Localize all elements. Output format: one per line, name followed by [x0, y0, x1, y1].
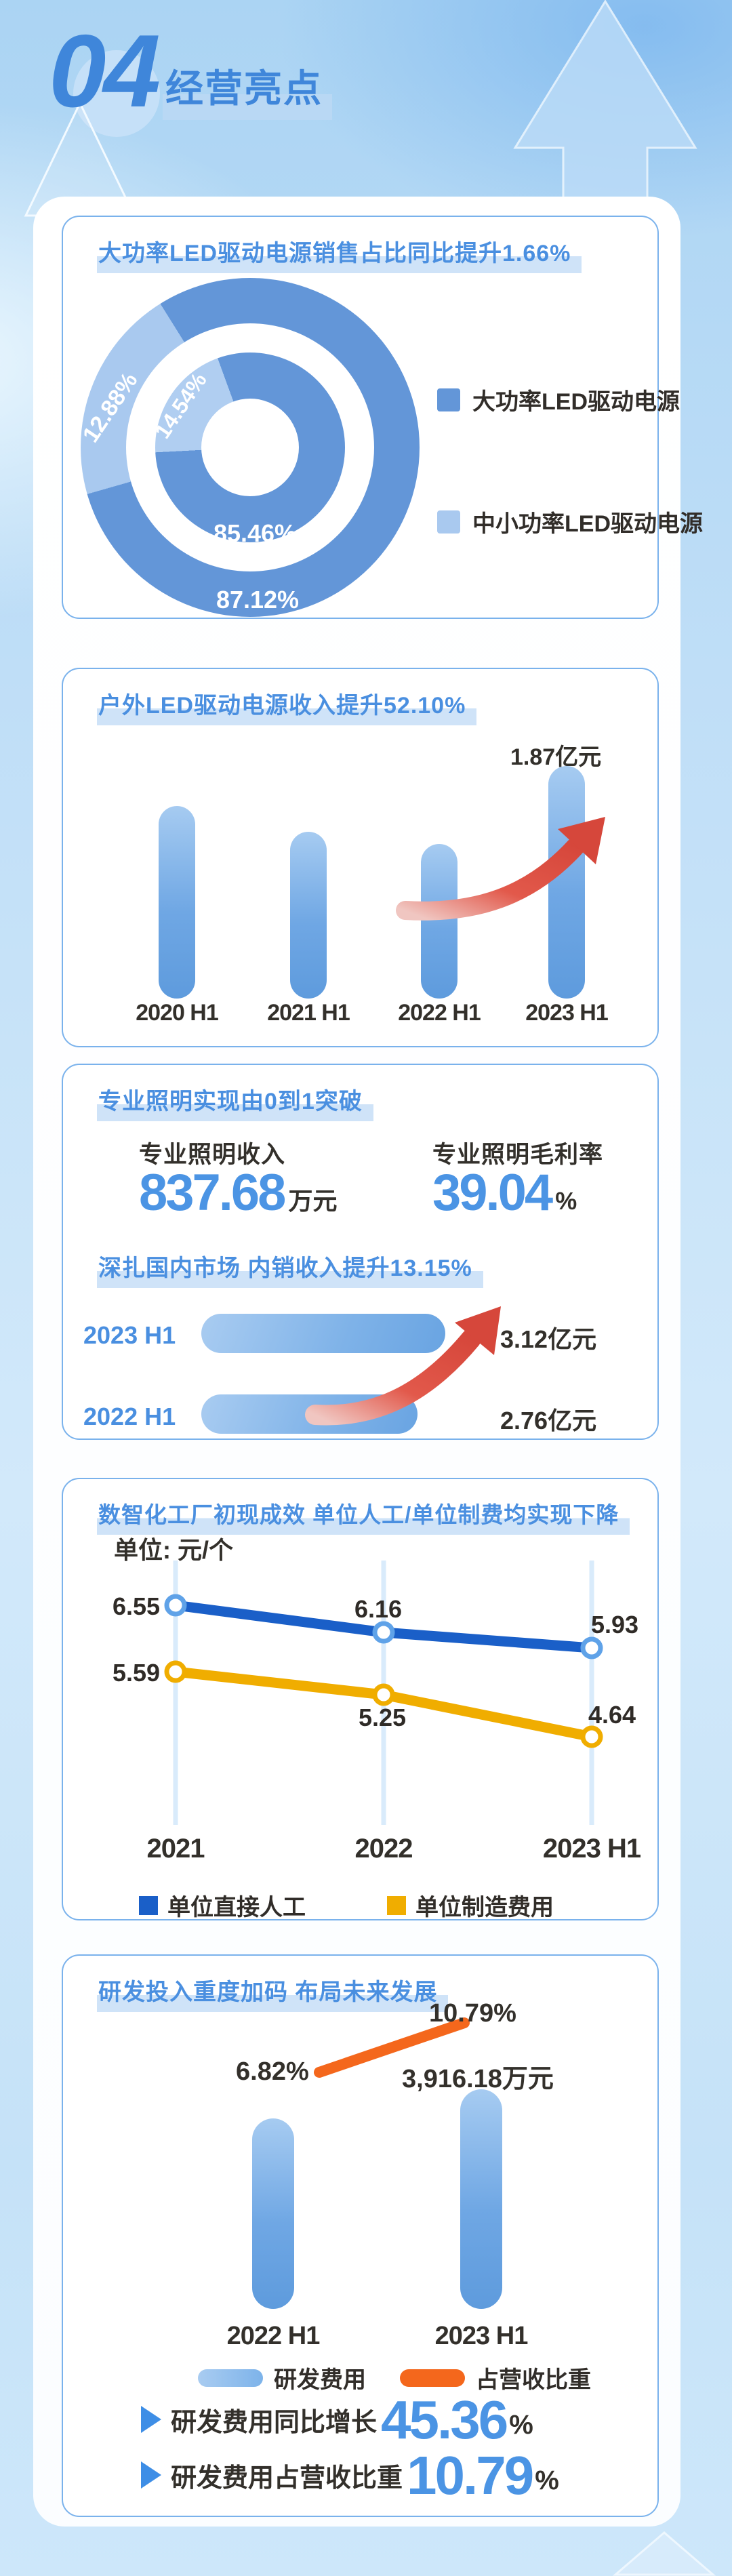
data-point	[164, 1594, 187, 1617]
bullet-value: 45.36	[381, 2390, 508, 2450]
legend-label: 研发费用	[274, 2367, 366, 2393]
axis-label-2023h1: 2023 H1	[525, 1000, 609, 1026]
bar-2023h1	[460, 2089, 502, 2309]
legend-swatch	[198, 2369, 263, 2387]
bullet-text: 研发费用同比增长	[171, 2409, 378, 2437]
series-line-1	[170, 1666, 597, 1742]
x-axis-label: 2023 H1	[543, 1834, 641, 1864]
bullet-rd-growth: 研发费用同比增长 45.36 %	[141, 2390, 533, 2450]
card-smart-factory: 数智化工厂初现成效 单位人工/单位制费均实现下降 单位: 元/个 6.55 6.1…	[62, 1478, 659, 1920]
axis-label-2021h1: 2021 H1	[267, 1000, 350, 1026]
bar-2021h1	[290, 832, 327, 999]
bullet-unit: %	[509, 2410, 533, 2440]
bullet-unit: %	[535, 2466, 559, 2495]
bar-value-label: 1.87亿元	[510, 744, 602, 770]
section-number: 04	[49, 14, 161, 129]
triangle-bullet-icon	[141, 2406, 161, 2433]
triangle-decoration	[612, 2531, 716, 2576]
card-professional-lighting: 专业照明实现由0到1突破 专业照明收入 837.68 万元 专业照明毛利率 39…	[62, 1064, 659, 1440]
stat-label: 专业照明收入	[139, 1142, 286, 1168]
stat-lighting-revenue: 专业照明收入 837.68 万元	[139, 1135, 338, 1222]
donut-chart: 12.88% 14.54% 85.46% 87.12%	[78, 278, 420, 617]
amount-2023-label: 3,916.18万元	[402, 2065, 554, 2093]
x-axis-label: 2021	[147, 1834, 205, 1864]
triangle-bullet-icon	[141, 2461, 161, 2489]
arrow-up-icon	[513, 0, 697, 224]
footer-decoration	[612, 2531, 716, 2576]
value-label: 6.55	[113, 1592, 160, 1620]
stat-label: 专业照明毛利率	[432, 1142, 604, 1168]
legend-direct-labor: 单位直接人工	[139, 1889, 306, 1922]
legend-label: 单位制造费用	[415, 1895, 554, 1920]
card-title: 户外LED驱动电源收入提升52.10%	[97, 687, 477, 725]
donut-label-inner-main: 85.46%	[213, 519, 297, 547]
stat-unit: 万元	[288, 1187, 338, 1215]
legend-item-mid-small-power: 中小功率LED驱动电源	[437, 505, 703, 538]
legend-swatch	[139, 1895, 158, 1915]
rd-ratio-line	[314, 2017, 470, 2078]
card-title: 数智化工厂初现成效 单位人工/单位制费均实现下降	[97, 1497, 630, 1535]
legend-label: 单位直接人工	[167, 1895, 306, 1920]
data-point	[580, 1636, 603, 1659]
legend-swatch	[437, 510, 460, 534]
legend-item-high-power: 大功率LED驱动电源	[437, 383, 680, 416]
card-title: 研发投入重度加码 布局未来发展	[97, 1973, 449, 2012]
bullet-text: 研发费用占营收比重	[171, 2464, 403, 2493]
stat-unit: %	[555, 1187, 577, 1215]
donut-hole	[201, 399, 299, 496]
hbar-2022h1	[201, 1394, 418, 1434]
axis-label-2022h1: 2022 H1	[398, 1000, 481, 1026]
bullet-rd-ratio: 研发费用占营收比重 10.79 %	[141, 2445, 559, 2505]
x-axis-label: 2022	[355, 1834, 413, 1864]
data-point	[372, 1621, 395, 1644]
row-value-2022h1: 2.76亿元	[500, 1407, 597, 1434]
series-line-0	[170, 1600, 597, 1653]
card-power-share: 大功率LED驱动电源销售占比同比提升1.66% 12.88% 14.54% 85…	[62, 216, 703, 619]
section-title: 经营亮点	[163, 58, 332, 120]
bar-2020h1	[159, 806, 195, 999]
data-point	[580, 1725, 603, 1748]
row-value-2023h1: 3.12亿元	[500, 1325, 597, 1353]
data-point	[372, 1683, 395, 1706]
bar-2022h1	[421, 844, 458, 999]
row-label-2023h1: 2023 H1	[83, 1321, 176, 1349]
card-title: 专业照明实现由0到1突破	[97, 1083, 373, 1121]
card-outdoor-revenue: 户外LED驱动电源收入提升52.10% 1.87亿元 2020 H1 2021 …	[62, 668, 659, 1047]
card-subtitle: 深扎国内市场 内销收入提升13.15%	[97, 1249, 483, 1288]
legend-swatch	[437, 388, 460, 411]
legend-swatch	[387, 1895, 406, 1915]
legend-label: 大功率LED驱动电源	[472, 389, 680, 415]
axis-label-2020h1: 2020 H1	[136, 1000, 219, 1026]
value-label: 6.16	[354, 1595, 402, 1623]
pct-2022-label: 6.82%	[236, 2057, 309, 2086]
legend-label: 中小功率LED驱动电源	[472, 511, 703, 537]
stat-value: 39.04	[432, 1164, 553, 1222]
value-label: 5.25	[359, 1704, 406, 1731]
pct-2023-label: 10.79%	[429, 1999, 516, 2028]
data-point	[164, 1660, 187, 1683]
card-title: 大功率LED驱动电源销售占比同比提升1.66%	[97, 235, 582, 273]
stat-lighting-margin: 专业照明毛利率 39.04 %	[432, 1135, 604, 1222]
unit-note: 单位: 元/个	[114, 1536, 233, 1564]
legend-rd-expense: 研发费用	[198, 2361, 366, 2394]
donut-label-outer-main: 87.12%	[216, 586, 300, 613]
axis-label-2022h1: 2022 H1	[226, 2322, 321, 2350]
legend-manufacturing-cost: 单位制造费用	[387, 1889, 554, 1922]
stat-value: 837.68	[139, 1164, 286, 1222]
hbar-2023h1	[201, 1314, 445, 1353]
value-label: 5.93	[591, 1611, 638, 1638]
axis-label-2023h1: 2023 H1	[434, 2322, 529, 2350]
bullet-value: 10.79	[407, 2445, 534, 2505]
bar-2022h1	[252, 2118, 294, 2309]
value-label: 5.59	[113, 1659, 160, 1687]
card-rd-investment: 研发投入重度加码 布局未来发展 6.82% 10.79% 3,916.18万元 …	[62, 1954, 659, 2517]
legend-label: 占营收比重	[476, 2367, 591, 2393]
legend-revenue-ratio: 占营收比重	[400, 2361, 591, 2394]
row-label-2022h1: 2022 H1	[83, 1403, 176, 1430]
line-chart: 6.55 6.16 5.93 5.59 5.25 4.64 2021 2022 2023 H1	[113, 1561, 642, 1864]
bar-2023h1	[548, 766, 585, 999]
legend-swatch	[400, 2369, 465, 2387]
value-label: 4.64	[588, 1701, 636, 1729]
